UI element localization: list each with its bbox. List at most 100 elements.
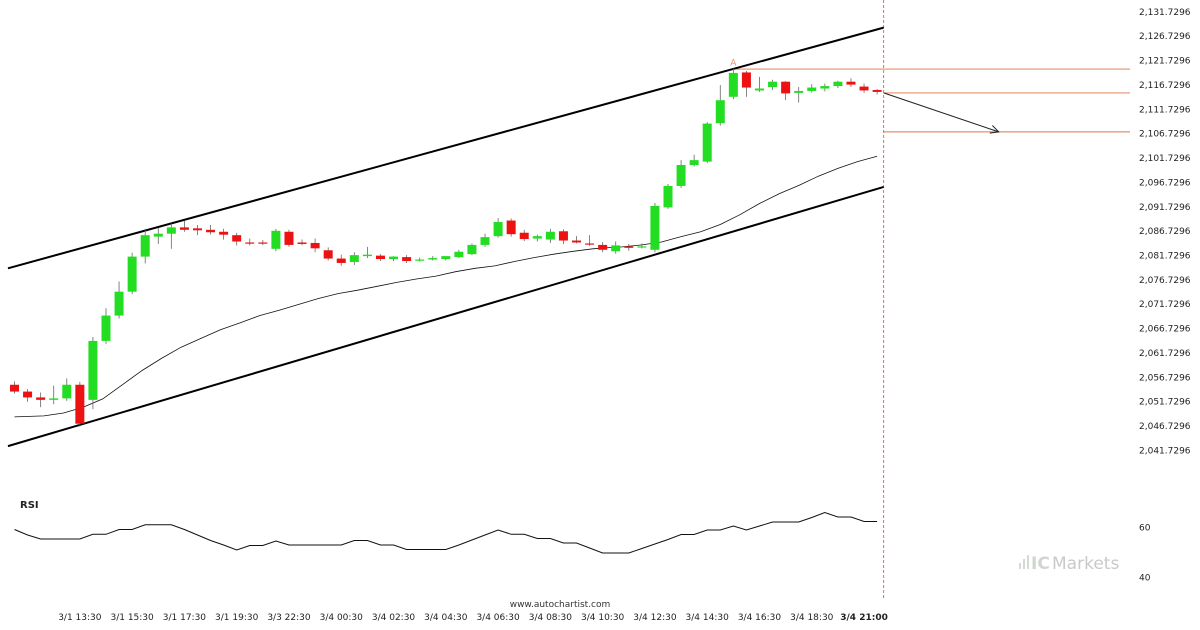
candle-bearish [23,391,33,398]
time-axis: 3/1 13:30 3/1 15:30 3/1 17:30 3/1 19:30 3/3 … [58,613,888,623]
candle-bullish [88,340,98,400]
time-tick-label: 3/4 10:30 [581,613,625,623]
candle-bearish [206,229,216,233]
candle-bullish [127,256,137,292]
price-axis: 2,131.7296 2,126.7296 2,121.7296 2,116.7296… [1139,8,1191,457]
candles [10,68,882,427]
price-tick-label: 2,126.7296 [1139,32,1191,42]
rsi-line [14,511,878,554]
candle-bullish [754,88,764,91]
price-tick-label: 2,091.7296 [1139,203,1191,213]
candle-bearish [232,235,242,242]
time-tick-label: 3/4 21:00 [840,613,888,623]
candle-bullish [362,254,372,257]
candle-bullish [663,185,673,208]
candle-bearish [284,231,294,245]
candle-bearish [572,240,582,243]
candle-bullish [166,227,176,234]
forecast-arrow-head [989,125,1000,134]
candle-bearish [375,255,385,260]
candle-bearish [75,384,85,424]
time-tick-label: 3/4 08:30 [529,613,573,623]
candle-bearish [402,257,412,261]
time-tick-label: 3/4 14:30 [686,613,730,623]
price-tick-label: 2,096.7296 [1139,178,1191,188]
price-tick-label: 2,101.7296 [1139,154,1191,164]
trend-channel [7,26,884,448]
brand-ic: IC [1031,554,1050,574]
candle-bearish [781,81,791,94]
brand-logo: IC Markets [1019,554,1119,574]
price-tick-label: 2,041.7296 [1139,446,1191,456]
price-tick-label: 2,111.7296 [1139,105,1191,115]
candle-bullish [389,256,399,260]
candle-bullish [702,123,712,162]
candle-bearish [872,89,882,92]
candle-bullish [49,398,59,400]
candle-bearish [506,220,516,235]
candle-bearish [245,242,255,244]
price-levels [733,0,1130,598]
time-tick-label: 3/4 06:30 [476,613,520,623]
candle-bearish [179,227,189,230]
candle-bullish [153,233,163,237]
brand-markets: Markets [1052,554,1119,574]
time-tick-label: 3/4 02:30 [372,613,416,623]
candle-bullish [689,160,699,166]
candle-bullish [140,235,150,257]
time-tick-label: 3/1 15:30 [110,613,154,623]
candle-bearish [310,242,320,249]
time-tick-label: 3/4 04:30 [424,613,468,623]
price-tick-label: 2,116.7296 [1139,81,1191,91]
watermark-site: www.autochartist.com [510,600,611,610]
time-tick-label: 3/4 18:30 [790,613,834,623]
candle-bearish [10,384,19,392]
time-tick-label: 3/1 19:30 [215,613,259,623]
candle-bullish [545,231,555,240]
candle-bearish [598,244,608,250]
time-tick-label: 3/3 22:30 [267,613,311,623]
candle-bullish [637,246,647,248]
price-tick-label: 2,121.7296 [1139,57,1191,67]
price-tick-label: 2,081.7296 [1139,251,1191,261]
candle-bearish [323,250,333,259]
candle-bullish [820,86,830,89]
rsi-panel: 60 40 [14,511,1151,584]
forecast-arrow-line [883,92,999,133]
rsi-tick-label: 60 [1139,524,1151,534]
forecast-overlay: A [730,59,1000,134]
candle-bullish [532,236,542,239]
candle-bullish [715,100,725,124]
candle-bearish [859,86,869,91]
price-tick-label: 2,106.7296 [1139,130,1191,140]
time-tick-label: 3/1 13:30 [58,613,102,623]
candle-bearish [336,258,346,263]
candle-bullish [650,205,660,250]
candle-bullish [349,255,359,262]
candle-bearish [846,81,856,85]
candle-bullish [62,384,72,399]
candle-bearish [36,397,46,400]
candle-bearish [258,242,268,244]
candle-bullish [807,87,817,91]
price-tick-label: 2,086.7296 [1139,227,1191,237]
channel-upper-line [7,26,884,270]
price-tick-label: 2,061.7296 [1139,349,1191,359]
candle-bearish [192,228,202,231]
candle-bullish [467,244,477,255]
candle-bullish [454,251,464,258]
price-tick-label: 2,046.7296 [1139,422,1191,432]
time-tick-label: 3/4 16:30 [738,613,782,623]
moving-average-line [14,155,878,418]
price-tick-label: 2,056.7296 [1139,373,1191,383]
rsi-title: RSI [20,500,39,511]
candle-bullish [676,165,686,186]
candle-bullish [101,315,111,341]
price-tick-label: 2,051.7296 [1139,398,1191,408]
candle-bullish [428,258,438,260]
price-tick-label: 2,076.7296 [1139,276,1191,286]
time-tick-label: 3/4 12:30 [633,613,677,623]
candle-bullish [728,72,738,97]
candle-bullish [493,222,503,237]
